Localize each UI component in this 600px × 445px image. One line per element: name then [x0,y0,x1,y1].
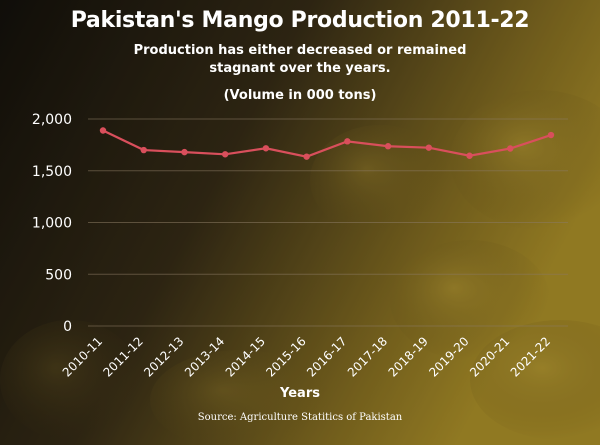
y-tick-label: 500 [45,267,72,283]
x-tick-label: 2019-20 [426,334,471,379]
x-axis-ticks: 2010-112011-122012-132013-142014-152015-… [60,334,553,379]
grid-lines [88,118,568,327]
x-tick-label: 2013-14 [182,334,227,379]
y-tick-label: 1,500 [32,164,72,180]
x-tick-label: 2016-17 [304,334,349,379]
x-tick-label: 2015-16 [263,334,308,379]
y-tick-label: 0 [63,319,72,335]
y-axis-ticks: 0 500 1,000 1,500 2,000 [32,112,72,335]
x-tick-label: 2018-19 [386,334,431,379]
y-tick-label: 1,000 [32,216,72,232]
data-points [99,127,555,160]
x-tick-label: 2021-22 [508,334,553,379]
chart-title: Pakistan's Mango Production 2011-22 [70,8,530,33]
x-tick-label: 2011-12 [100,334,145,379]
data-point [425,144,433,151]
data-point [181,148,188,156]
data-point [507,145,514,152]
data-point [466,152,473,159]
data-point [344,138,351,145]
x-tick-label: 2010-11 [60,334,105,379]
data-point [547,131,555,139]
data-point [140,146,147,154]
x-tick-label: 2014-15 [223,334,268,379]
data-point [303,153,310,160]
x-tick-label: 2020-21 [467,334,512,379]
data-point [384,143,392,150]
unit-note: (Volume in 000 tons) [223,88,377,103]
y-tick-label: 2,000 [32,112,72,128]
chart-subtitle: Production has either decreased or remai… [133,43,467,76]
data-point [221,151,229,158]
data-point [262,145,270,152]
x-tick-label: 2012-13 [141,334,186,379]
x-axis-label: Years [280,386,320,401]
source-note: Source: Agriculture Statitics of Pakista… [197,412,403,423]
data-point [99,127,107,134]
x-tick-label: 2017-18 [345,334,390,379]
series-line [102,129,552,158]
